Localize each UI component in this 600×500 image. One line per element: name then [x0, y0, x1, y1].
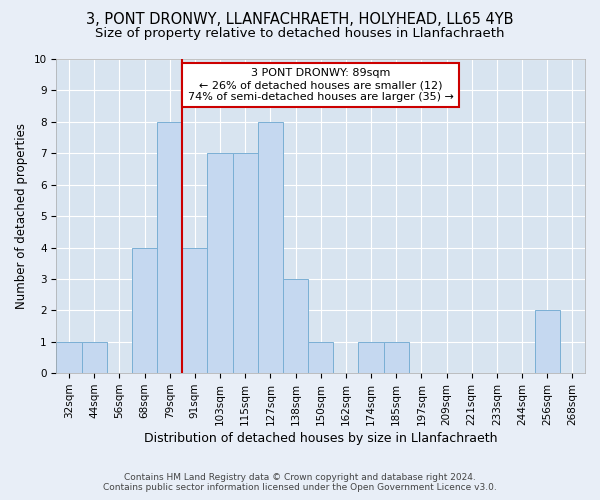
- Bar: [535, 310, 560, 373]
- X-axis label: Distribution of detached houses by size in Llanfachraeth: Distribution of detached houses by size …: [144, 432, 497, 445]
- Bar: [308, 342, 333, 373]
- Bar: [182, 248, 208, 373]
- Bar: [258, 122, 283, 373]
- Bar: [157, 122, 182, 373]
- Text: 3, PONT DRONWY, LLANFACHRAETH, HOLYHEAD, LL65 4YB: 3, PONT DRONWY, LLANFACHRAETH, HOLYHEAD,…: [86, 12, 514, 28]
- Bar: [132, 248, 157, 373]
- Text: Contains HM Land Registry data © Crown copyright and database right 2024.
Contai: Contains HM Land Registry data © Crown c…: [103, 473, 497, 492]
- Text: 3 PONT DRONWY: 89sqm
← 26% of detached houses are smaller (12)
74% of semi-detac: 3 PONT DRONWY: 89sqm ← 26% of detached h…: [188, 68, 454, 102]
- Text: Size of property relative to detached houses in Llanfachraeth: Size of property relative to detached ho…: [95, 28, 505, 40]
- Bar: [208, 154, 233, 373]
- Bar: [283, 279, 308, 373]
- Y-axis label: Number of detached properties: Number of detached properties: [15, 123, 28, 309]
- Bar: [358, 342, 383, 373]
- Bar: [233, 154, 258, 373]
- Bar: [383, 342, 409, 373]
- Bar: [82, 342, 107, 373]
- Bar: [56, 342, 82, 373]
